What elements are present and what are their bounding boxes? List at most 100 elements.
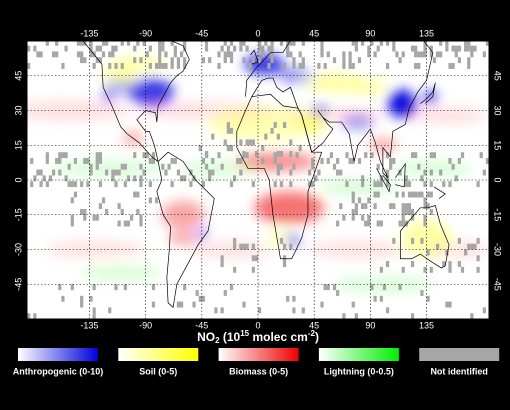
gray-pixel — [189, 181, 193, 188]
gray-pixel — [311, 163, 315, 170]
gray-pixel — [454, 45, 458, 52]
gray-pixel — [423, 266, 427, 273]
gray-pixel — [320, 301, 324, 308]
gray-pixel — [320, 51, 324, 58]
gray-pixel — [379, 220, 383, 227]
gray-pixel — [148, 63, 152, 69]
gray-pixel — [179, 51, 184, 58]
gray-pixel — [439, 41, 443, 46]
gray-pixel — [345, 181, 349, 188]
gray-pixel — [173, 157, 177, 164]
gray-pixel — [367, 197, 371, 204]
gray-pixel — [423, 45, 427, 52]
gray-pixel — [407, 181, 412, 188]
gray-pixel — [367, 214, 371, 221]
gray-pixel — [476, 237, 480, 244]
gray-pixel — [123, 220, 127, 227]
gray-pixel — [76, 51, 81, 58]
gray-pixel — [45, 181, 49, 188]
gray-pixel — [208, 169, 212, 176]
emission-blob — [102, 79, 139, 96]
x-tick-label: -135 — [80, 28, 98, 38]
gray-pixel — [339, 169, 343, 176]
gray-pixel — [136, 41, 140, 46]
gray-pixel — [51, 51, 56, 58]
coastline — [420, 82, 436, 104]
gray-pixel — [470, 243, 474, 250]
gray-pixel — [373, 295, 377, 302]
gray-pixel — [114, 63, 118, 69]
gray-pixel — [123, 181, 127, 188]
gray-pixel — [105, 208, 109, 215]
gray-pixel — [410, 261, 415, 267]
gray-pixel — [242, 151, 246, 157]
gray-pixel — [473, 45, 477, 52]
gray-pixel — [429, 191, 433, 198]
gray-pixel — [229, 57, 234, 64]
gray-pixel — [89, 169, 93, 176]
gray-pixel — [133, 45, 137, 52]
legend-swatch — [318, 348, 399, 361]
gray-pixel — [139, 163, 143, 170]
gray-pixel — [382, 284, 387, 291]
gray-pixel — [67, 163, 71, 170]
y-tick-label: 0 — [13, 177, 23, 182]
legend-swatch — [18, 348, 98, 361]
gray-pixel — [70, 181, 74, 188]
gray-pixel — [239, 243, 243, 250]
gray-pixel — [73, 191, 78, 198]
gray-pixel — [457, 261, 461, 267]
gray-pixel — [276, 133, 280, 140]
gray-pixel — [233, 45, 237, 52]
gray-pixel — [423, 197, 427, 204]
legend-swatch — [118, 348, 199, 361]
gray-pixel — [385, 307, 390, 314]
map-frame — [26, 40, 490, 320]
legend-label: Soil (0-5) — [139, 366, 177, 376]
gray-pixel — [298, 51, 302, 58]
gray-pixel — [217, 152, 221, 159]
y-tick-label: 15 — [493, 140, 503, 150]
gray-pixel — [258, 41, 262, 46]
gray-pixel — [214, 307, 218, 314]
gray-pixel — [158, 45, 162, 52]
emission-blob — [368, 137, 397, 154]
gray-pixel — [385, 169, 390, 176]
gray-pixel — [451, 163, 455, 170]
gray-pixel — [270, 127, 274, 134]
gray-pixel — [80, 51, 84, 58]
gray-pixel — [420, 290, 424, 296]
gray-pixel — [442, 261, 446, 267]
gray-pixel — [342, 313, 346, 319]
coastline — [395, 162, 406, 188]
gray-pixel — [407, 191, 412, 198]
gray-pixel — [123, 284, 127, 291]
gray-pixel — [276, 163, 280, 170]
gray-pixel — [55, 157, 59, 164]
gray-pixel — [136, 208, 140, 215]
gray-pixel — [457, 237, 461, 244]
gray-pixel — [289, 139, 293, 146]
gray-pixel — [317, 169, 321, 176]
gray-pixel — [101, 41, 106, 46]
gray-pixel — [117, 203, 121, 210]
gray-pixel — [33, 175, 37, 182]
legend-label: Biomass (0-5) — [229, 366, 288, 376]
gray-pixel — [114, 284, 118, 291]
gray-pixel — [139, 220, 143, 227]
emission-blob — [277, 67, 314, 84]
gray-pixel — [426, 249, 430, 256]
gray-pixel — [435, 51, 440, 58]
gray-pixel — [145, 152, 149, 159]
gray-pixel — [154, 197, 159, 204]
gray-pixel — [336, 157, 340, 164]
gray-pixel — [192, 301, 196, 308]
gray-pixel — [401, 208, 405, 215]
coastline — [250, 49, 259, 65]
gray-pixel — [289, 151, 293, 157]
gray-pixel — [42, 175, 46, 182]
gray-pixel — [354, 203, 358, 210]
legend-swatch — [218, 348, 299, 361]
gray-pixel — [420, 175, 424, 182]
gray-pixel — [361, 175, 365, 182]
